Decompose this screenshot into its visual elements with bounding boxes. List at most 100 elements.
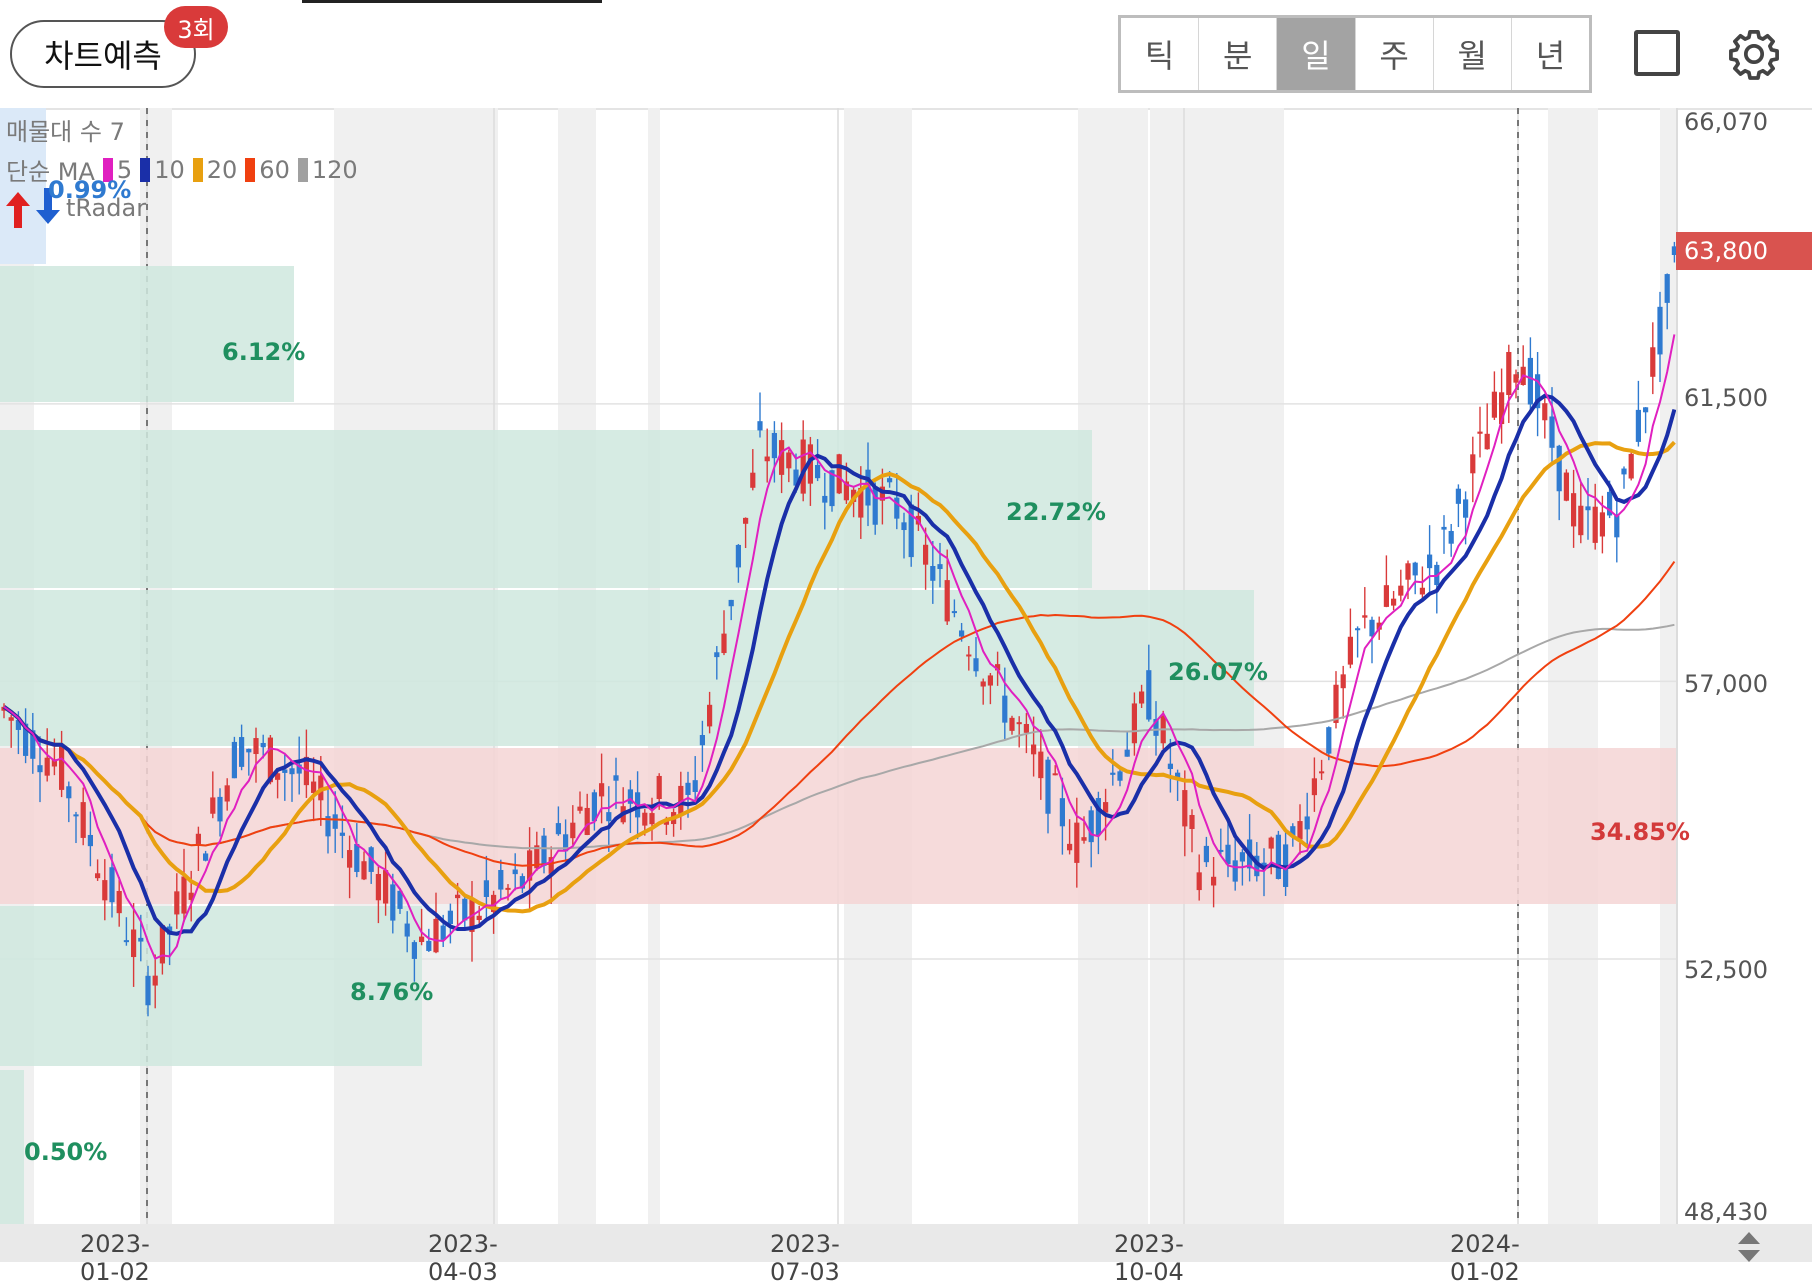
candle-body [30,730,36,759]
ma10-line [2,393,1677,936]
candle-body [1196,872,1202,891]
price-chart[interactable]: 매물대 수 7 단순 MA 5 10 20 60 120 tRadar 0.99… [0,108,1812,1286]
candle-body [289,768,295,775]
candle-body [591,792,597,822]
candle-body [1427,554,1433,569]
price-axis-label-3: 52,500 [1684,956,1768,984]
axis-scale-handle-icon[interactable] [1734,1230,1764,1264]
candle-body [1232,860,1238,882]
candle-body [1110,772,1116,775]
candle-body [1441,526,1447,530]
candle-body [1542,403,1548,421]
candle-body [1002,695,1008,723]
candle-body [311,781,317,793]
period-tab-month[interactable]: 월 [1434,18,1512,90]
fullscreen-icon[interactable] [1634,30,1680,76]
candle-body [1218,849,1224,852]
candle-body [8,717,14,721]
price-axis-label-2: 57,000 [1684,670,1768,698]
candle-body [1139,691,1145,704]
candle-body [1340,674,1346,689]
candle-body [519,876,525,889]
candle-body [1650,347,1656,377]
candle-body [1419,587,1425,595]
ma10-swatch [140,157,151,182]
date-axis-label-4: 2024-01-02 [1450,1230,1520,1286]
candle-body [663,821,669,825]
ma10-label: 10 [154,155,185,184]
candle-body [1189,814,1195,830]
candle-body [1175,772,1181,779]
period-tab-week[interactable]: 주 [1356,18,1434,90]
period-tab-tick[interactable]: 틱 [1121,18,1200,90]
candle-body [692,780,698,793]
top-toolbar: 차트예측 3회 틱 분 일 주 월 년 [0,0,1812,110]
candle-body [1038,751,1044,779]
candle-body [1153,718,1159,736]
candle-body [1391,598,1397,606]
candle-body [908,504,914,558]
candle-body [239,737,245,767]
candle-body [793,469,799,486]
candle-body [1376,622,1382,630]
candle-body [1563,472,1569,501]
candle-body [570,822,576,839]
candle-body [1095,798,1101,836]
candle-body [1585,506,1591,511]
candle-body [203,853,209,861]
candle-body [678,785,684,814]
candle-body [1326,727,1332,754]
candle-body [59,744,65,790]
candle-body [152,975,158,986]
candle-body [195,833,201,846]
candle-body [872,486,878,525]
candle-body [1261,862,1267,868]
period-tab-minute[interactable]: 분 [1199,18,1278,90]
current-price-tag: 63,800 [1676,232,1812,270]
candle-body [440,925,446,940]
period-tab-day[interactable]: 일 [1277,18,1356,90]
candle-body [426,940,432,951]
candle-body [973,658,979,672]
candle-body [246,748,252,753]
candle-body [1052,773,1058,776]
candle-body [786,452,792,469]
candle-body [541,835,547,866]
candle-body [512,869,518,875]
candle-body [1513,374,1519,383]
arrow-up-icon [6,192,30,228]
candlestick-chart-canvas[interactable] [0,108,1812,1262]
candle-body [188,892,194,900]
candle-body [51,759,57,767]
candle-body [1571,493,1577,527]
candle-body [1535,374,1541,409]
candle-body [779,440,785,475]
ma20-swatch [192,157,203,182]
candle-body [1268,837,1274,849]
candle-body [87,834,93,847]
candle-body [332,814,338,829]
candle-body [649,813,655,825]
ma120-swatch [297,157,308,182]
candle-body [843,481,849,501]
gear-icon[interactable] [1726,26,1782,82]
top-pct-label: 0.99% [48,176,132,204]
candle-body [1484,433,1490,450]
candle-body [1592,506,1598,543]
volume-profile-bar-4 [0,906,422,1066]
candle-body [1499,392,1505,425]
volume-profile-pct-1: 22.72% [1006,498,1106,526]
candle-body [822,495,828,503]
tradar-label: tRadar [66,194,147,222]
candle-body [923,544,929,565]
candle-body [23,723,29,756]
ma20-label: 20 [206,155,238,184]
candle-body [951,611,957,614]
date-axis-label-2: 2023-07-03 [770,1230,840,1286]
period-tab-year[interactable]: 년 [1535,37,1566,75]
candle-body [1398,585,1404,596]
candle-body [1009,717,1015,731]
ma60-label: 60 [259,155,290,184]
session-band-8 [1548,108,1598,1224]
candle-body [455,894,461,899]
